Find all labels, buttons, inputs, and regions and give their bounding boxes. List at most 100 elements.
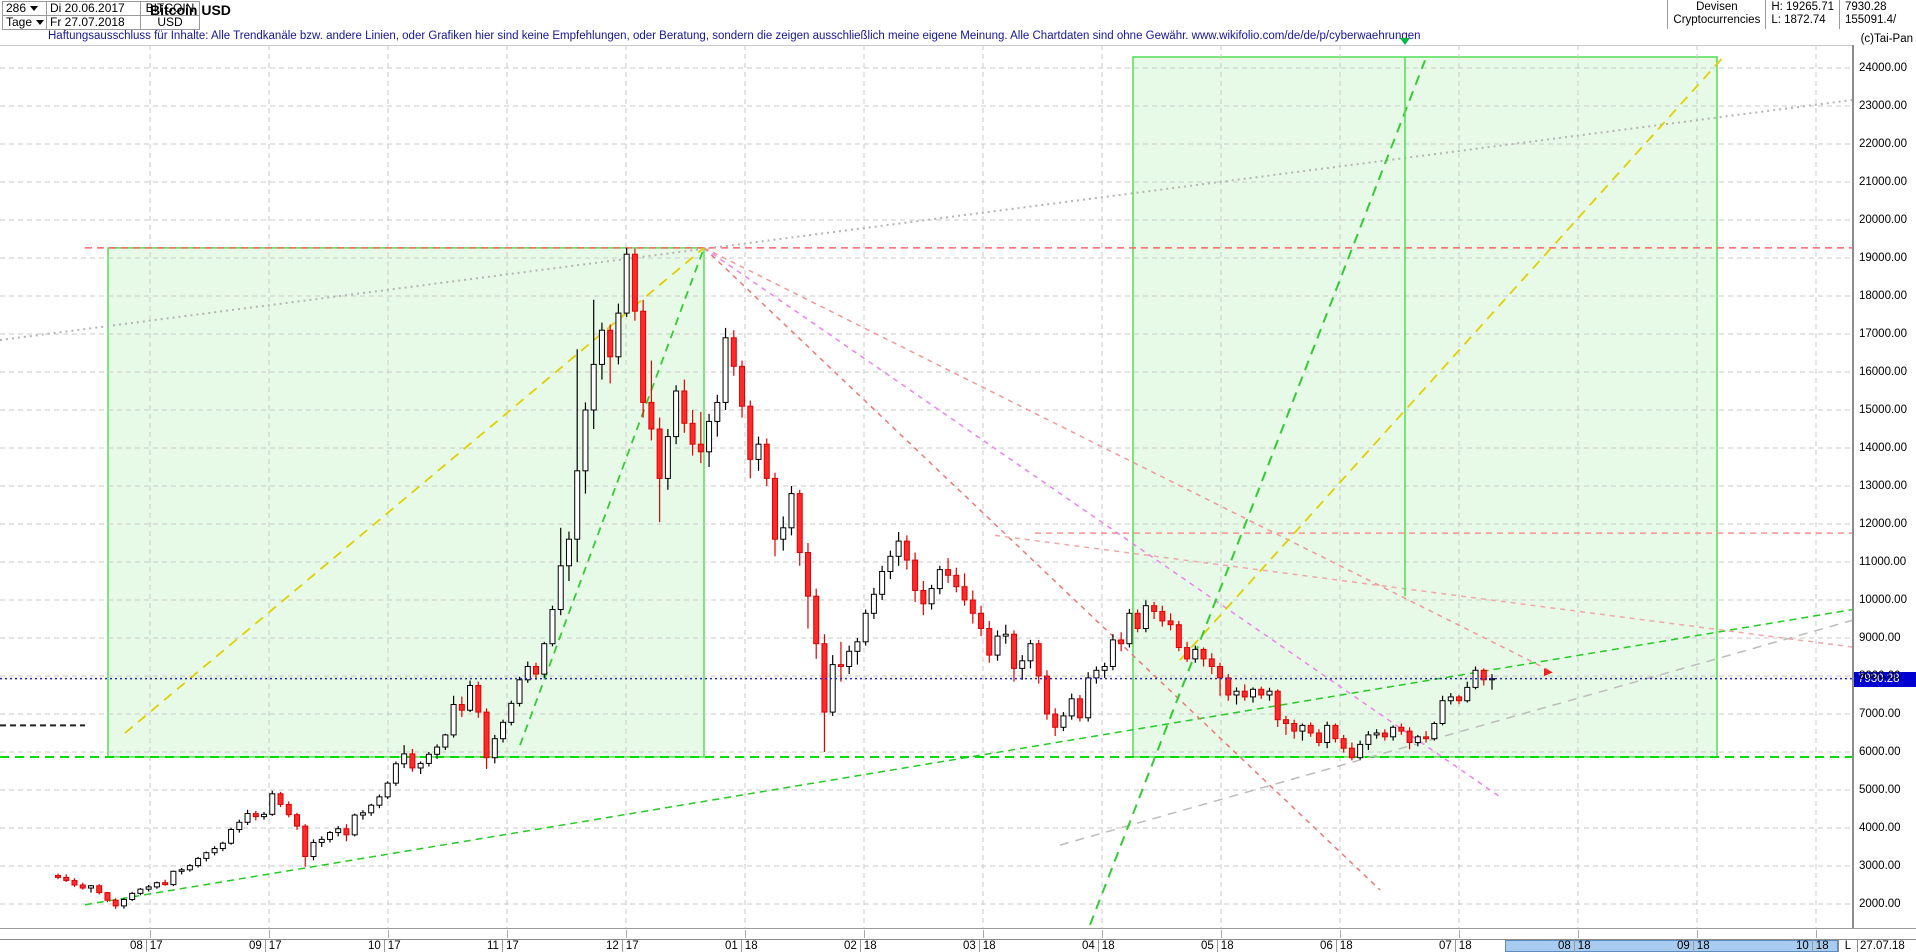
candle-body-down (285, 803, 292, 816)
candle-body-up (500, 721, 507, 740)
candle-body-down (681, 390, 688, 424)
chart-plot-area[interactable] (0, 45, 1853, 928)
month-label: 12 17 (606, 940, 639, 952)
candle-body-up (788, 493, 795, 529)
month-label: 11 17 (487, 940, 519, 952)
candle-body-down (294, 814, 300, 827)
candle-body-down (475, 685, 482, 713)
yellow-uptrend-2017-trendline (124, 247, 705, 734)
y-axis-label: 21000.00 (1859, 176, 1907, 188)
y-axis-label: 14000.00 (1859, 442, 1907, 454)
candle-body-up (895, 540, 902, 557)
candle-body-up (1431, 723, 1438, 740)
candle-body-up (442, 734, 449, 748)
candle-body-up (1299, 724, 1306, 732)
candle-body-up (1439, 700, 1446, 725)
candle-body-down (969, 599, 976, 614)
x-axis-tick (864, 930, 865, 938)
y-axis-label: 19000.00 (1859, 252, 1907, 264)
fan-magenta-trendline (703, 247, 1501, 798)
candle-body-up (145, 886, 152, 890)
candle-body-down (252, 813, 259, 818)
candle-body-down (302, 825, 309, 857)
date-from-field[interactable]: Di 20.06.2017 (47, 2, 141, 16)
candle-body-down (162, 882, 169, 886)
granularity-dropdown[interactable]: Tage (3, 16, 47, 29)
date-axis[interactable]: L 27.07.18 08 17 09 17 10 17 11 17 12 17 01 18 02 18 0… (0, 928, 1916, 952)
candle-body-up (1093, 669, 1100, 679)
fan-salmon-trendline (703, 247, 1554, 673)
currency-cell: USD (157, 15, 183, 29)
month-label: 05 18 (1201, 940, 1234, 952)
candle-body-down (920, 590, 927, 605)
symbol-cell: BITCOIN (141, 2, 199, 16)
price-scale[interactable]: 7930.28 24000.00 23000.00 22000.00 21000.00… (1853, 45, 1916, 952)
candle-body-up (541, 643, 548, 675)
candle-body-down (1348, 747, 1355, 759)
month-label: 07 18 (1439, 940, 1472, 952)
candle-body-up (244, 813, 251, 823)
green-steep-2017-trendline (519, 247, 705, 746)
candle-body-up (450, 704, 457, 736)
candle-body-up (318, 838, 325, 843)
candle-body-up (623, 253, 630, 314)
candle-body-up (384, 782, 391, 798)
x-axis-tick (626, 930, 627, 938)
candle-body-down (1291, 723, 1298, 732)
x-axis-tick (388, 930, 389, 938)
candle-body-down (1167, 620, 1174, 626)
header-bar: 286 Di 20.06.2017 BITCOIN Tage Fr 27.07.… (0, 0, 1916, 30)
candle-body-up (1192, 648, 1199, 660)
x-axis-tick (1816, 930, 1817, 938)
candle-body-down (986, 628, 993, 656)
y-axis-label: 8000.00 (1859, 670, 1901, 682)
bars-count-dropdown[interactable]: 286 (3, 2, 47, 16)
candle-body-up (1060, 715, 1067, 728)
candle-body-down (813, 595, 820, 645)
green-steep-2018-trendline (1089, 60, 1426, 926)
date-axis-labels: L 27.07.18 08 17 09 17 10 17 11 17 12 17 01 18 02 18 0… (0, 939, 1916, 952)
candle-body-down (903, 540, 910, 561)
candle-body-up (417, 762, 424, 769)
candle-body-up (401, 753, 408, 765)
y-axis-label: 16000.00 (1859, 366, 1907, 378)
candle-body-down (1208, 658, 1215, 668)
candle-body-down (1332, 724, 1339, 740)
period-settings: 286 Di 20.06.2017 BITCOIN Tage Fr 27.07.… (2, 1, 200, 30)
candle-body-up (203, 852, 210, 859)
candle-body-down (1398, 726, 1405, 732)
candle-body-up (1324, 724, 1331, 744)
chevron-down-icon (36, 20, 45, 25)
candle-body-up (1373, 732, 1380, 736)
candle-body-down (796, 493, 803, 554)
candle-body-down (1217, 666, 1224, 679)
date-to-field[interactable]: Fr 27.07.2018 (47, 16, 141, 29)
candle-body-down (1456, 696, 1463, 702)
red-arrow-icon (1544, 668, 1553, 677)
candle-body-up (195, 857, 202, 867)
candle-body-down (1200, 648, 1207, 660)
candle-body-down (63, 876, 70, 881)
candle-body-down (343, 828, 350, 836)
x-axis-tick (1697, 930, 1698, 938)
candle-body-down (1011, 633, 1017, 669)
y-axis-label: 22000.00 (1859, 138, 1907, 150)
month-label: 10 18 (1796, 940, 1829, 952)
candle-body-up (854, 641, 861, 652)
candle-body-up (1085, 677, 1092, 719)
candle-body-down (1035, 643, 1042, 677)
x-axis-tick (983, 930, 984, 938)
candle-body-up (211, 848, 218, 854)
candle-body-down (763, 443, 770, 479)
candle-body-down (79, 884, 86, 889)
candle-body-up (1068, 698, 1075, 717)
trend-channel-2017 (107, 247, 705, 758)
candle-body-down (409, 753, 416, 769)
candle-body-down (1480, 669, 1487, 681)
candle-body-up (326, 832, 333, 840)
y-axis-label: 13000.00 (1859, 480, 1907, 492)
candle-body-down (631, 253, 638, 312)
candle-body-down (1340, 738, 1347, 749)
candle-body-up (598, 329, 605, 365)
last-date-label: 27.07.18 (1860, 940, 1905, 952)
